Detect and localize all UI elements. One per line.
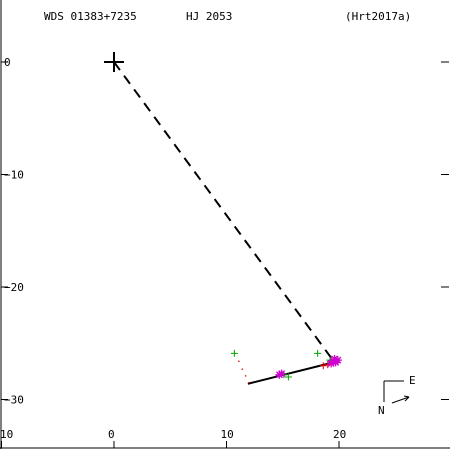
reference-code: (Hrt2017a) [345, 10, 411, 23]
y-tick-label: −20 [4, 281, 24, 294]
magenta-asterisk-point [277, 369, 286, 378]
x-tick-label: 20 [333, 428, 346, 441]
magenta-asterisk-point [330, 355, 339, 363]
x-tick-label: 10 [0, 428, 13, 441]
compass: E N [378, 374, 416, 417]
separation-dashed-line [113, 61, 336, 363]
asterisk-stroke [331, 355, 338, 363]
red-plus-point [319, 362, 327, 370]
y-tick-label: −30 [4, 394, 24, 407]
asterisk-stroke [278, 370, 286, 378]
x-tick-label: 0 [108, 428, 115, 441]
axis-ticks: 10 0 10 20 0 −10 −20 −30 [0, 56, 449, 448]
compass-north-label: N [378, 404, 385, 417]
motion-arrow-icon [391, 395, 410, 404]
residual-dot [244, 375, 247, 377]
x-tick-label: 10 [221, 428, 234, 441]
residual-dot [238, 360, 240, 363]
residual-dot [248, 381, 250, 384]
y-tick-label: −10 [4, 169, 24, 182]
green-plus-point [284, 373, 292, 381]
green-plus-point [230, 349, 238, 357]
discoverer-code: HJ 2053 [186, 10, 232, 23]
y-tick-label: 0 [4, 56, 11, 69]
system-designation: WDS 01383+7235 [44, 10, 137, 23]
chart-marks [104, 52, 342, 385]
residual-dot [241, 368, 244, 370]
green-plus-point [314, 349, 322, 357]
compass-east-label: E [409, 374, 416, 387]
asterisk-stroke [334, 356, 342, 364]
